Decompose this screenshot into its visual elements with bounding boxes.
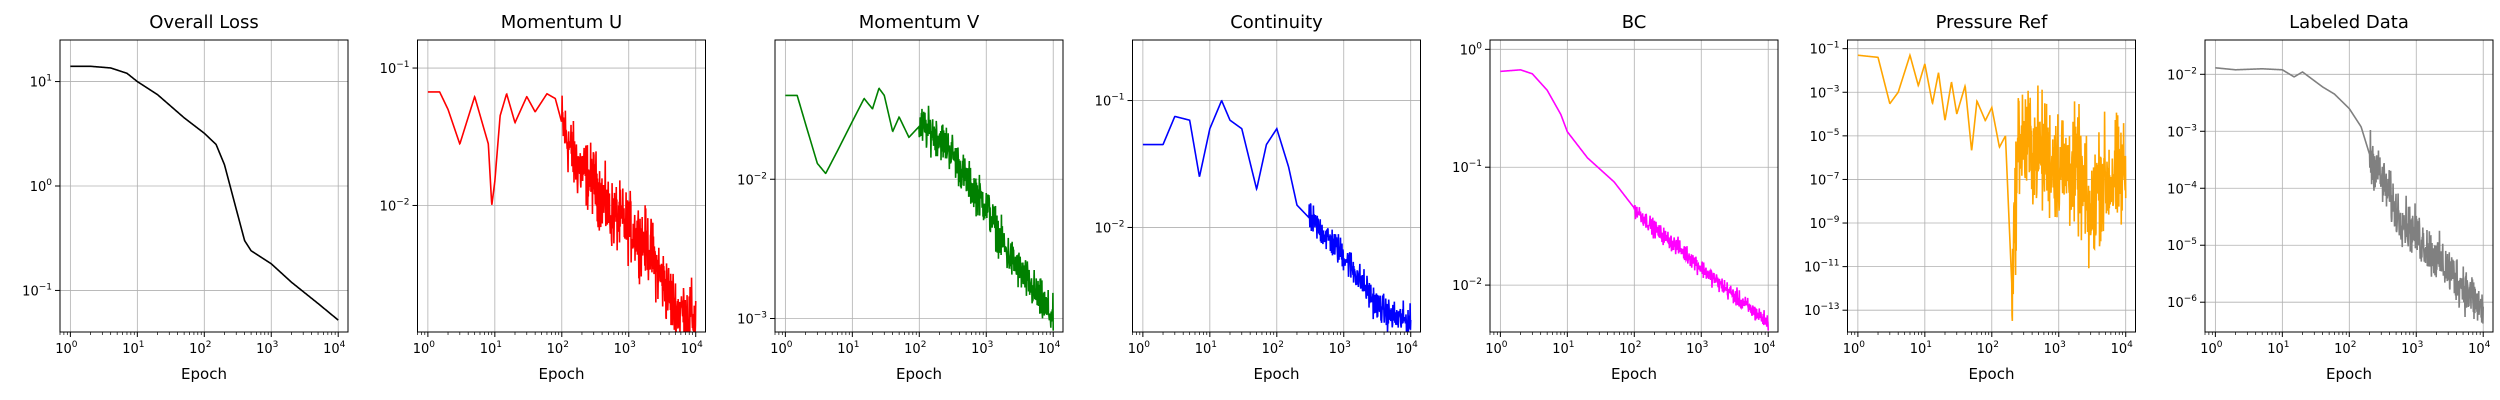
chart-title: Continuity bbox=[1230, 12, 1323, 33]
y-tick-label: 10−1 bbox=[22, 282, 52, 299]
x-tick-label: 102 bbox=[2334, 340, 2356, 357]
plot-frame bbox=[1847, 39, 2136, 333]
y-tick-label: 10−5 bbox=[2167, 237, 2197, 254]
y-tick-label: 10−4 bbox=[2167, 180, 2197, 197]
x-tick-label: 102 bbox=[1619, 340, 1641, 357]
plot-frame bbox=[2204, 39, 2494, 333]
chart-panel: 100 101 102 103 104 10−2 10−3 10−4 10−5 10−6 Label… bbox=[2167, 12, 2494, 383]
y-tick-label: 10−2 bbox=[2167, 66, 2197, 83]
chart-title: Overall Loss bbox=[149, 12, 259, 33]
x-tick-label: 103 bbox=[1686, 340, 1708, 357]
y-tick-label: 10−1 bbox=[1810, 41, 1840, 58]
chart-title: Labeled Data bbox=[2289, 12, 2409, 33]
y-tick-label: 10−7 bbox=[1810, 171, 1840, 188]
chart-panel: 100 101 102 103 104 10−2 10−3 Momentum V Epoch bbox=[737, 12, 1064, 383]
chart-title: Momentum U bbox=[501, 12, 622, 33]
x-tick-label: 100 bbox=[413, 340, 436, 357]
chart-title: Momentum V bbox=[859, 12, 980, 33]
plot-frame bbox=[59, 39, 349, 333]
x-tick-label: 103 bbox=[1329, 340, 1351, 357]
y-tick-label: 10−11 bbox=[1804, 259, 1840, 276]
x-tick-label: 102 bbox=[547, 340, 569, 357]
chart-panel: 100 101 102 103 104 10−1 10−2 Continuity Epoch bbox=[1095, 12, 1421, 383]
series-line bbox=[1500, 69, 1770, 331]
x-tick-label: 104 bbox=[1753, 340, 1776, 357]
x-tick-label: 100 bbox=[770, 340, 793, 357]
y-tick-label: 10−9 bbox=[1810, 215, 1840, 232]
x-tick-label: 101 bbox=[2267, 340, 2289, 357]
series-line bbox=[1857, 52, 2127, 321]
plot-frame bbox=[774, 39, 1064, 333]
x-tick-label: 100 bbox=[1485, 340, 1508, 357]
x-tick-label: 103 bbox=[971, 340, 993, 357]
y-tick-label: 10−3 bbox=[1810, 84, 1840, 101]
y-tick-label: 10−1 bbox=[1095, 93, 1125, 110]
chart-title: BC bbox=[1622, 12, 1647, 33]
x-tick-label: 104 bbox=[1038, 340, 1061, 357]
x-tick-label: 101 bbox=[122, 340, 144, 357]
y-tick-label: 10−5 bbox=[1810, 128, 1840, 145]
y-tick-label: 101 bbox=[30, 74, 52, 91]
x-tick-label: 104 bbox=[2111, 340, 2134, 357]
x-tick-label: 102 bbox=[1262, 340, 1284, 357]
x-tick-label: 102 bbox=[189, 340, 211, 357]
plot-frame bbox=[1489, 39, 1779, 333]
chart-panel: 100 101 102 103 104 10−1 10−2 Momentum U Epoch bbox=[380, 12, 706, 383]
x-tick-label: 104 bbox=[2468, 340, 2491, 357]
y-tick-label: 10−1 bbox=[380, 60, 410, 77]
series-line bbox=[427, 91, 697, 332]
series-line bbox=[1142, 99, 1412, 332]
chart-title: Pressure Ref bbox=[1936, 12, 2048, 33]
x-axis-label: Epoch bbox=[2326, 365, 2372, 383]
x-tick-label: 100 bbox=[1128, 340, 1151, 357]
series-line bbox=[2215, 67, 2485, 324]
x-tick-label: 102 bbox=[1977, 340, 1999, 357]
x-tick-label: 100 bbox=[2200, 340, 2223, 357]
plot-frame bbox=[1132, 39, 1421, 333]
x-axis-label: Epoch bbox=[1611, 365, 1657, 383]
y-tick-label: 10−1 bbox=[1452, 159, 1482, 176]
x-tick-label: 104 bbox=[1396, 340, 1419, 357]
x-tick-label: 104 bbox=[323, 340, 346, 357]
series-line bbox=[70, 65, 339, 321]
plot-frame bbox=[417, 39, 706, 333]
x-tick-label: 104 bbox=[681, 340, 704, 357]
y-tick-label: 10−3 bbox=[737, 311, 767, 328]
chart-panel: 100 101 102 103 104 100 10−1 10−2 BC Epoch bbox=[1452, 12, 1779, 383]
x-tick-label: 101 bbox=[1910, 340, 1932, 357]
x-tick-label: 101 bbox=[480, 340, 502, 357]
y-tick-label: 10−6 bbox=[2167, 294, 2197, 311]
y-tick-label: 100 bbox=[30, 178, 53, 195]
x-axis-label: Epoch bbox=[1969, 365, 2015, 383]
y-tick-label: 10−3 bbox=[2167, 123, 2197, 140]
x-tick-label: 103 bbox=[614, 340, 636, 357]
chart-panel: 100 101 102 103 104 101 100 10−1 Overall Loss Epo… bbox=[22, 12, 349, 383]
series-line bbox=[785, 87, 1055, 331]
x-tick-label: 103 bbox=[2044, 340, 2066, 357]
y-tick-label: 10−2 bbox=[380, 197, 410, 214]
y-tick-label: 10−2 bbox=[1095, 219, 1125, 236]
x-tick-label: 100 bbox=[55, 340, 78, 357]
x-tick-label: 103 bbox=[256, 340, 278, 357]
x-tick-label: 101 bbox=[837, 340, 859, 357]
x-tick-label: 103 bbox=[2401, 340, 2423, 357]
y-tick-label: 100 bbox=[1460, 41, 1483, 58]
x-axis-label: Epoch bbox=[181, 365, 227, 383]
y-tick-label: 10−2 bbox=[737, 171, 767, 188]
x-axis-label: Epoch bbox=[539, 365, 585, 383]
x-tick-label: 101 bbox=[1195, 340, 1217, 357]
x-tick-label: 100 bbox=[1843, 340, 1866, 357]
y-tick-label: 10−13 bbox=[1804, 302, 1840, 319]
x-axis-label: Epoch bbox=[896, 365, 942, 383]
x-axis-label: Epoch bbox=[1254, 365, 1300, 383]
x-tick-label: 101 bbox=[1552, 340, 1574, 357]
x-tick-label: 102 bbox=[904, 340, 926, 357]
y-tick-label: 10−2 bbox=[1452, 277, 1482, 294]
chart-panel: 100 101 102 103 104 10−1 10−3 10−5 10−7 10−9 10−11… bbox=[1804, 12, 2136, 383]
